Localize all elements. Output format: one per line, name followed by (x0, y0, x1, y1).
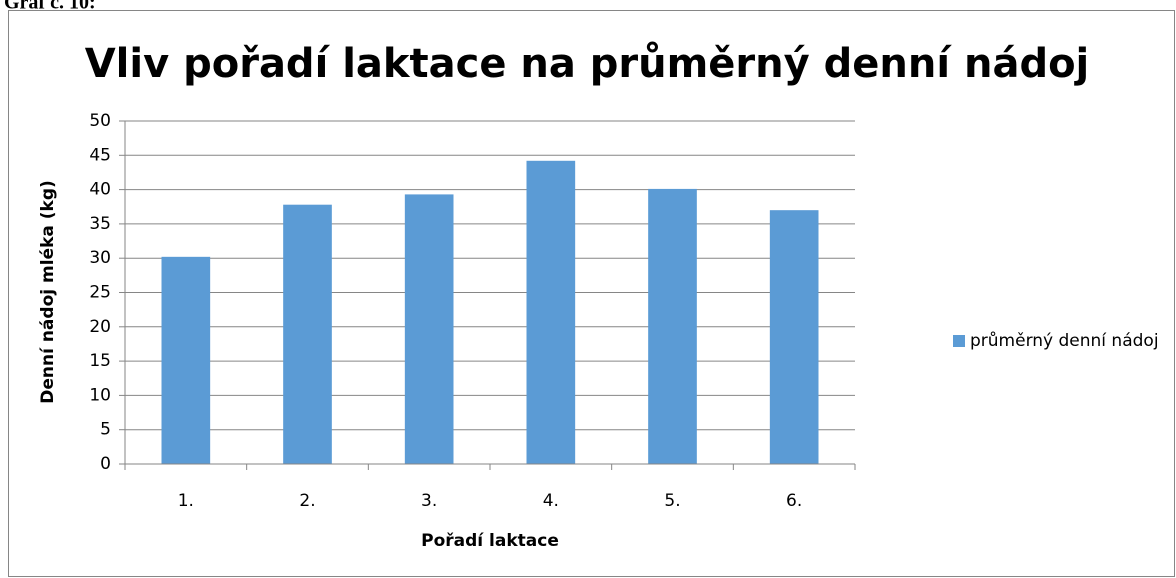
y-tick-label: 15 (89, 351, 111, 371)
y-tick-label: 5 (100, 420, 111, 440)
x-tick-label: 2. (299, 491, 315, 511)
x-tick-label: 4. (543, 491, 559, 511)
y-axis-label: Denní nádoj mléka (kg) (38, 180, 58, 404)
y-tick-label: 30 (89, 248, 111, 268)
bar (648, 188, 697, 464)
y-tick-label: 10 (89, 385, 111, 405)
bar (283, 204, 332, 464)
bar (161, 256, 211, 464)
bar (769, 210, 819, 464)
y-tick-label: 45 (89, 145, 111, 165)
x-tick-label: 1. (178, 491, 194, 511)
y-tick-label: 50 (89, 111, 111, 131)
y-tick-label: 40 (89, 180, 111, 200)
chart-title: Vliv pořadí laktace na průměrný denní ná… (85, 40, 1090, 87)
y-tick-label: 25 (89, 283, 111, 303)
x-axis-label: Pořadí laktace (421, 531, 559, 551)
y-tick-label: 20 (89, 317, 111, 337)
y-tick-label: 0 (100, 454, 111, 474)
y-tick-label: 35 (89, 214, 111, 234)
x-tick-label: 6. (786, 491, 802, 511)
bar (404, 194, 454, 465)
legend-swatch (953, 335, 965, 347)
x-tick-label: 5. (664, 491, 680, 511)
x-tick-label: 3. (421, 491, 437, 511)
legend-label: průměrný denní nádoj (970, 331, 1159, 351)
bar (526, 160, 576, 464)
